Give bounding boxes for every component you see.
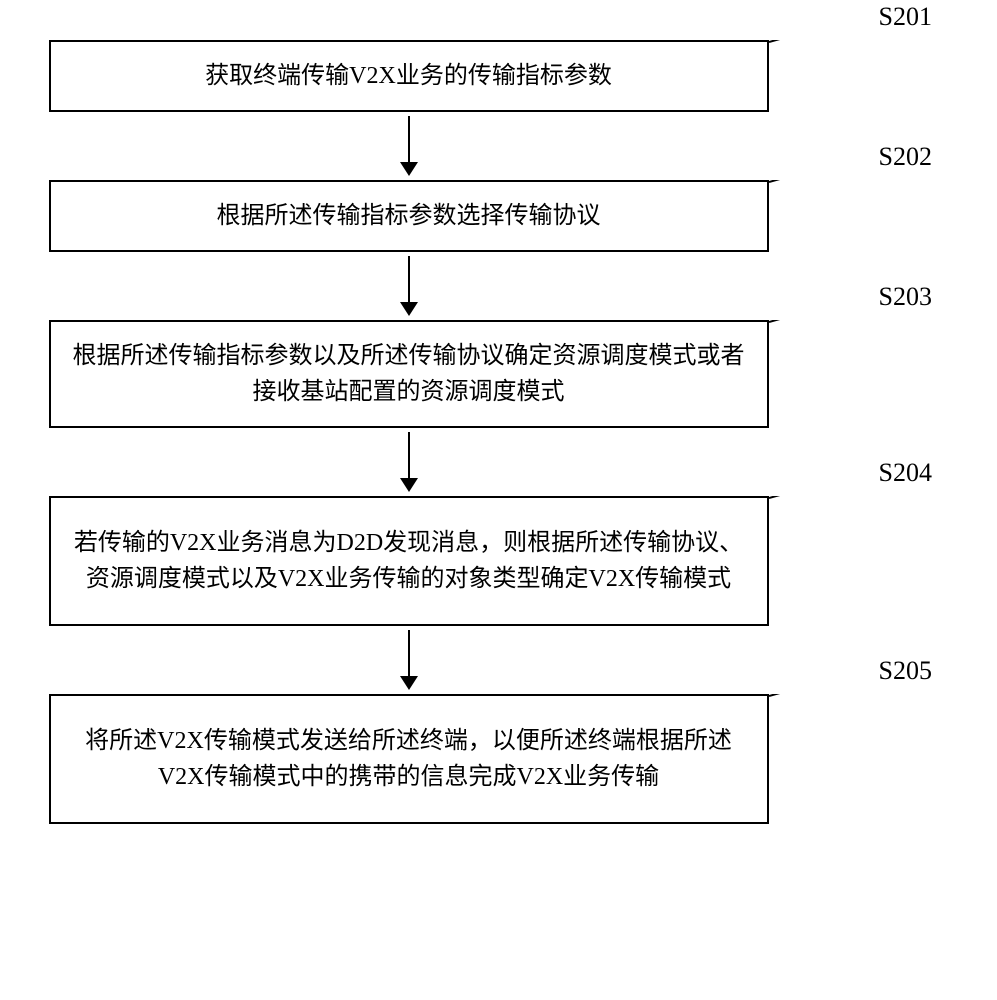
step-row-1: 获取终端传输V2X业务的传输指标参数 S201 bbox=[49, 40, 949, 112]
step-text-4: 若传输的V2X业务消息为D2D发现消息，则根据所述传输协议、资源调度模式以及V2… bbox=[71, 525, 747, 597]
step-text-3: 根据所述传输指标参数以及所述传输协议确定资源调度模式或者接收基站配置的资源调度模… bbox=[71, 338, 747, 410]
leader-line-2 bbox=[769, 180, 949, 240]
leader-line-4 bbox=[769, 496, 949, 556]
arrow-3 bbox=[400, 432, 418, 492]
arrow-line bbox=[408, 630, 410, 678]
step-box-1: 获取终端传输V2X业务的传输指标参数 bbox=[49, 40, 769, 112]
arrow-4 bbox=[400, 630, 418, 690]
step-box-4: 若传输的V2X业务消息为D2D发现消息，则根据所述传输协议、资源调度模式以及V2… bbox=[49, 496, 769, 626]
step-box-2: 根据所述传输指标参数选择传输协议 bbox=[49, 180, 769, 252]
step-label-3: S203 bbox=[879, 282, 932, 312]
step-label-5: S205 bbox=[879, 656, 932, 686]
step-label-wrapper-3: S203 bbox=[769, 320, 949, 428]
step-label-wrapper-1: S201 bbox=[769, 40, 949, 112]
leader-line-3 bbox=[769, 320, 949, 380]
arrow-head-icon bbox=[400, 162, 418, 176]
arrow-head-icon bbox=[400, 478, 418, 492]
arrow-head-icon bbox=[400, 302, 418, 316]
step-row-5: 将所述V2X传输模式发送给所述终端，以便所述终端根据所述V2X传输模式中的携带的… bbox=[49, 694, 949, 824]
leader-line-1 bbox=[769, 40, 949, 100]
arrow-head-icon bbox=[400, 676, 418, 690]
step-label-4: S204 bbox=[879, 458, 932, 488]
step-box-3: 根据所述传输指标参数以及所述传输协议确定资源调度模式或者接收基站配置的资源调度模… bbox=[49, 320, 769, 428]
arrow-line bbox=[408, 116, 410, 164]
step-row-3: 根据所述传输指标参数以及所述传输协议确定资源调度模式或者接收基站配置的资源调度模… bbox=[49, 320, 949, 428]
flowchart-container: 获取终端传输V2X业务的传输指标参数 S201 根据所述传输指标参数选择传输协议… bbox=[49, 40, 949, 824]
step-label-wrapper-2: S202 bbox=[769, 180, 949, 252]
step-row-2: 根据所述传输指标参数选择传输协议 S202 bbox=[49, 180, 949, 252]
arrow-line bbox=[408, 256, 410, 304]
step-text-5: 将所述V2X传输模式发送给所述终端，以便所述终端根据所述V2X传输模式中的携带的… bbox=[71, 723, 747, 795]
leader-line-5 bbox=[769, 694, 949, 754]
step-label-wrapper-5: S205 bbox=[769, 694, 949, 824]
arrow-1 bbox=[400, 116, 418, 176]
step-box-5: 将所述V2X传输模式发送给所述终端，以便所述终端根据所述V2X传输模式中的携带的… bbox=[49, 694, 769, 824]
step-label-1: S201 bbox=[879, 2, 932, 32]
arrow-line bbox=[408, 432, 410, 480]
step-label-2: S202 bbox=[879, 142, 932, 172]
step-text-2: 根据所述传输指标参数选择传输协议 bbox=[217, 198, 601, 234]
step-text-1: 获取终端传输V2X业务的传输指标参数 bbox=[205, 58, 612, 94]
step-label-wrapper-4: S204 bbox=[769, 496, 949, 626]
step-row-4: 若传输的V2X业务消息为D2D发现消息，则根据所述传输协议、资源调度模式以及V2… bbox=[49, 496, 949, 626]
arrow-2 bbox=[400, 256, 418, 316]
